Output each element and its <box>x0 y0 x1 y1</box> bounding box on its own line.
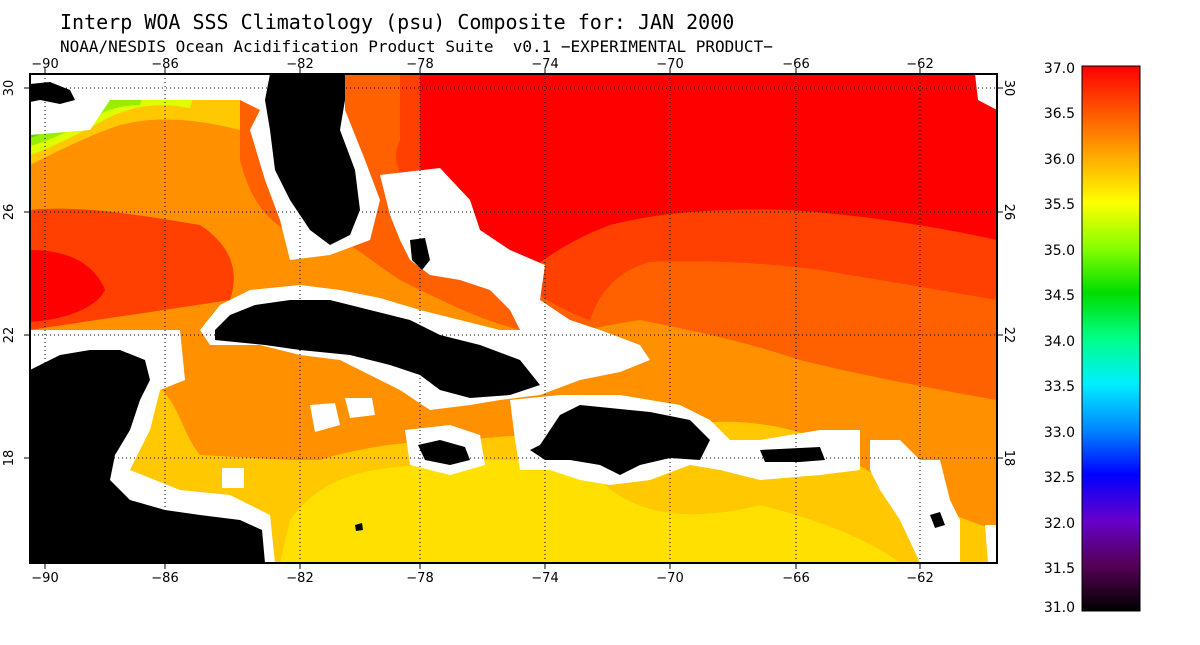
lon-label: −74 <box>531 571 558 586</box>
map-subtitle: NOAA/NESDIS Ocean Acidification Product … <box>60 37 773 56</box>
mask-lesser-antilles <box>870 440 960 563</box>
land-antilles-a <box>930 512 945 528</box>
land-cuba <box>215 300 540 398</box>
lat-label: 26 <box>1001 204 1016 221</box>
lat-label: 22 <box>2 327 17 344</box>
lat-label: 30 <box>1001 80 1016 97</box>
lon-label: −86 <box>151 57 178 72</box>
mask-swan <box>222 468 244 488</box>
lat-label: 18 <box>1001 450 1016 467</box>
map-field <box>30 74 997 563</box>
mask-cayman-a <box>310 403 340 432</box>
land-jamaica <box>418 440 470 465</box>
map-title: Interp WOA SSS Climatology (psu) Composi… <box>60 10 735 34</box>
cb-label: 34.0 <box>1044 334 1075 350</box>
tick-marks <box>24 68 1003 569</box>
lon-label: −70 <box>656 57 683 72</box>
graticule <box>30 74 997 563</box>
lon-labels-top: −90 −86 −82 −78 −74 −70 −66 −62 <box>31 57 933 72</box>
lat-label: 22 <box>1001 327 1016 344</box>
cb-label: 31.5 <box>1044 561 1075 577</box>
lat-labels-right: 18 22 26 30 <box>1001 80 1016 467</box>
land-puerto-rico <box>760 447 825 462</box>
land-yucatan-central-america <box>30 350 265 563</box>
cb-label: 36.5 <box>1044 106 1075 122</box>
mask-north-coast <box>30 74 340 140</box>
lon-label: −66 <box>782 57 809 72</box>
mask-ne <box>975 74 997 110</box>
cb-label: 37.0 <box>1044 61 1075 77</box>
salinity-contours <box>30 74 997 563</box>
lat-labels-left: 18 22 26 30 <box>2 80 17 467</box>
cb-label: 33.0 <box>1044 425 1075 441</box>
lon-label: −66 <box>782 571 809 586</box>
lon-labels-bottom: −90 −86 −82 −78 −74 −70 −66 −62 <box>31 571 933 586</box>
lon-label: −82 <box>286 571 313 586</box>
lat-label: 18 <box>2 450 17 467</box>
lon-label: −62 <box>906 57 933 72</box>
cb-label: 32.0 <box>1044 516 1075 532</box>
lon-label: −90 <box>31 571 58 586</box>
lat-label: 26 <box>2 204 17 221</box>
band-36-5 <box>420 74 997 280</box>
cb-label: 33.5 <box>1044 379 1075 395</box>
lon-label: −74 <box>531 57 558 72</box>
mask-cayman-b <box>345 398 375 418</box>
lon-label: −82 <box>286 57 313 72</box>
lon-label: −78 <box>406 571 433 586</box>
land-louisiana <box>30 82 75 104</box>
colorbar-labels: 37.0 36.5 36.0 35.5 35.0 34.5 34.0 33.5 … <box>1044 61 1075 616</box>
colorbar <box>1081 65 1141 612</box>
cb-label: 35.0 <box>1044 243 1075 259</box>
map-frame <box>29 73 998 564</box>
lon-label: −78 <box>406 57 433 72</box>
cb-label: 36.0 <box>1044 152 1075 168</box>
land-islet <box>355 523 363 531</box>
band-gulf-west-core <box>30 250 105 322</box>
cb-label: 31.0 <box>1044 600 1075 616</box>
lon-label: −90 <box>31 57 58 72</box>
lon-label: −62 <box>906 571 933 586</box>
lon-label: −70 <box>656 571 683 586</box>
land-florida <box>265 74 360 245</box>
mask-se <box>985 525 997 563</box>
cb-label: 34.5 <box>1044 288 1075 304</box>
lat-label: 30 <box>2 80 17 97</box>
lon-label: −86 <box>151 571 178 586</box>
cb-label: 32.5 <box>1044 470 1075 486</box>
cb-label: 35.5 <box>1044 197 1075 213</box>
